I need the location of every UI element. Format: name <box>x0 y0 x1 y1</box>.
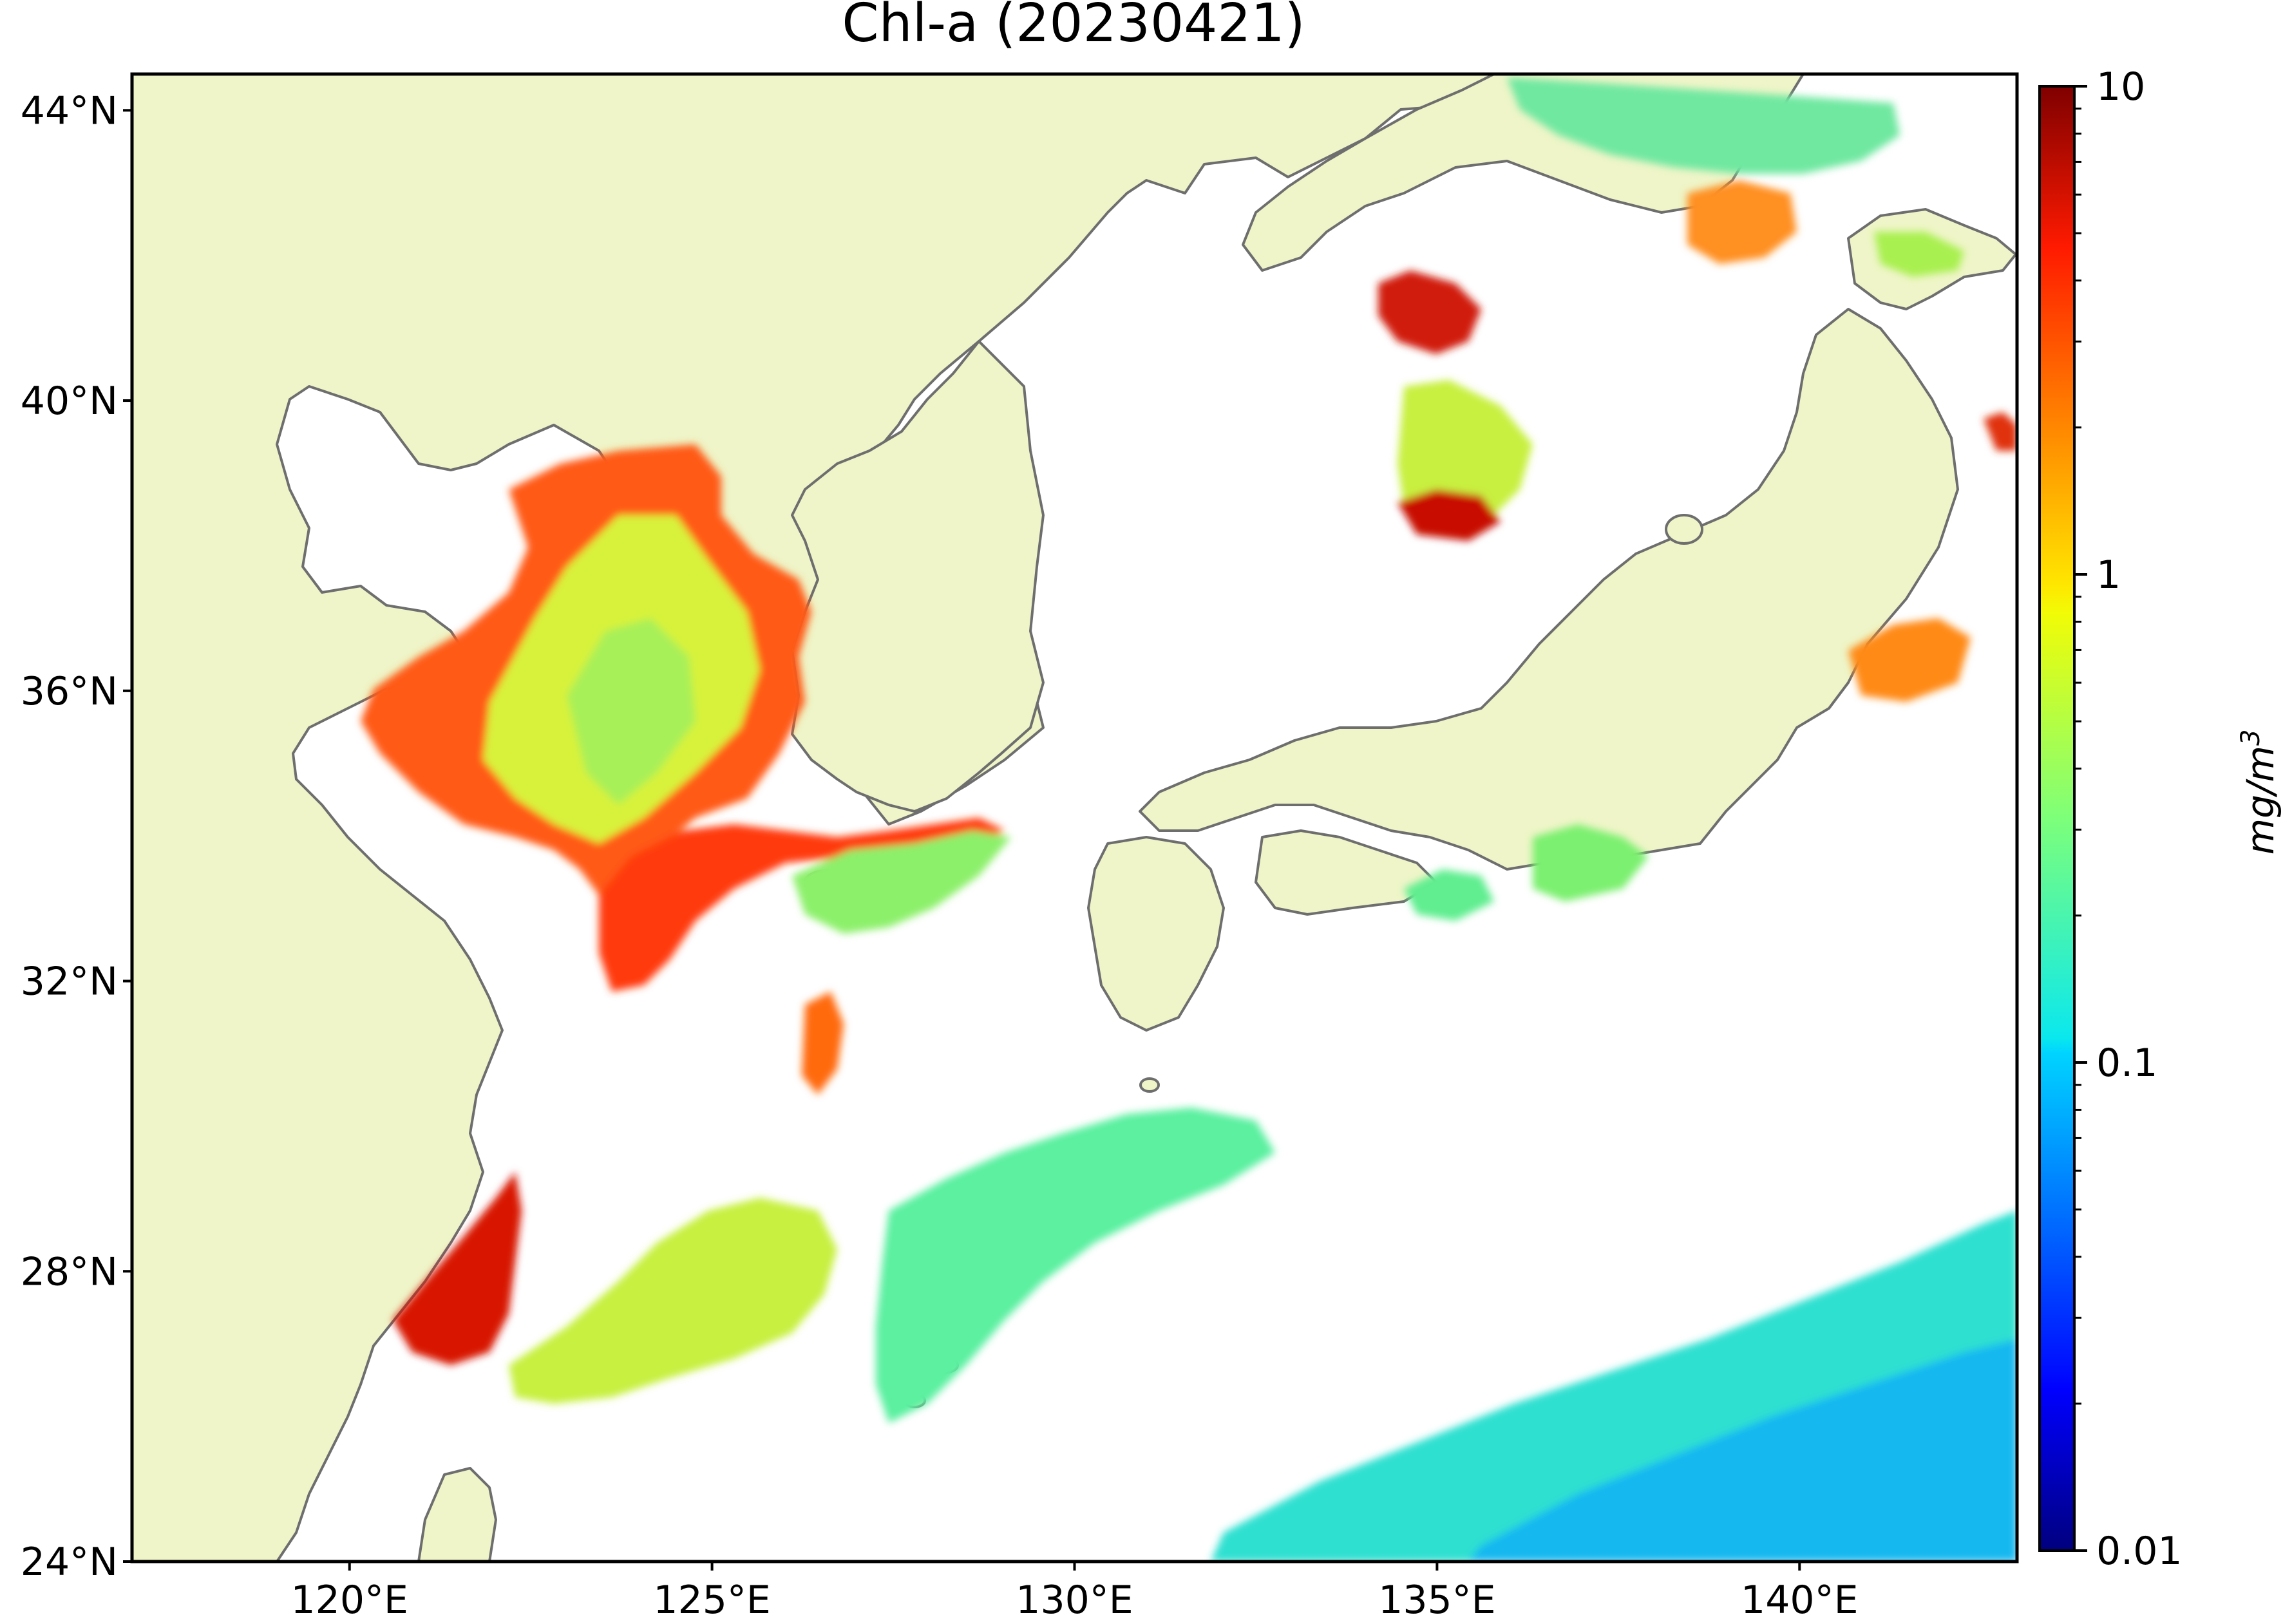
chl-izu-patch <box>1404 869 1494 921</box>
lat-tick-label: 44°N <box>21 88 118 133</box>
chl-ecs-yellow-green <box>509 1198 837 1404</box>
lat-tick-label: 24°N <box>21 1540 118 1585</box>
land-kyushu <box>1087 836 1225 1032</box>
lon-tick-label: 130°E <box>1016 1578 1133 1623</box>
chl-soj-south-red <box>1397 489 1501 541</box>
chlorophyll-layer <box>361 77 2017 1562</box>
land-korea <box>791 340 1045 813</box>
chl-north-orange <box>1687 180 1797 264</box>
chl-pacific-blue <box>1468 1339 2017 1562</box>
lon-tick-label: 125°E <box>653 1578 770 1623</box>
colorbar-label: mg/m3 <box>2236 730 2282 855</box>
lon-tick-label: 120°E <box>291 1578 408 1623</box>
land-china-mainland <box>132 74 1495 1562</box>
colorbar-tick-label: 0.01 <box>2096 1529 2183 1574</box>
latitude-axis: 24°N 28°N 32°N 36°N 40°N 44°N <box>21 88 132 1585</box>
lon-tick-label: 140°E <box>1741 1578 1858 1623</box>
chl-patch-orange-small <box>802 992 844 1095</box>
chl-yellow-sea-green <box>567 618 696 805</box>
colorbar-tick-label: 1 <box>2096 552 2121 598</box>
lat-tick-label: 32°N <box>21 959 118 1005</box>
chl-kii-patch <box>1533 824 1649 902</box>
land-tanegashima <box>1139 1077 1160 1093</box>
colorbar-tick-label: 10 <box>2096 64 2145 109</box>
land-taiwan <box>417 1467 497 1562</box>
chl-east-china-sea-orange <box>599 818 1005 992</box>
land-layer <box>132 74 2017 1562</box>
colorbar-unit: mg/m <box>2239 746 2282 854</box>
map-title: Chl-a (20230421) <box>842 0 1305 54</box>
chl-korea-strait-green <box>792 831 1011 934</box>
chl-east-honshu-red <box>1984 412 2017 451</box>
chl-sanriku-orange <box>1848 618 1971 702</box>
chl-soj-north <box>1378 270 1481 354</box>
chl-zhejiang-red <box>393 1172 522 1365</box>
colorbar-ticks: 0.01 0.1 1 10 <box>2074 64 2183 1574</box>
lon-tick-label: 135°E <box>1378 1578 1495 1623</box>
map-panel: 120°E 125°E 130°E 135°E 140°E 24°N 28°N 32°N 36… <box>21 72 2019 1623</box>
colorbar-gradient <box>2038 85 2076 1552</box>
colorbar-tick-label: 0.1 <box>2096 1041 2157 1086</box>
colorbar: 0.01 0.1 1 10 mg/m3 <box>2038 64 2282 1574</box>
chl-north-mixed <box>1507 77 1900 174</box>
chl-hokkaido-east <box>1874 232 1964 277</box>
colorbar-unit-superscript: 3 <box>2236 730 2266 746</box>
lat-tick-label: 28°N <box>21 1249 118 1294</box>
lat-tick-label: 36°N <box>21 669 118 714</box>
lat-tick-label: 40°N <box>21 379 118 424</box>
land-sado <box>1665 514 1703 545</box>
chl-ryukyu-green <box>876 1108 1275 1423</box>
longitude-axis: 120°E 125°E 130°E 135°E 140°E <box>291 1562 1858 1623</box>
